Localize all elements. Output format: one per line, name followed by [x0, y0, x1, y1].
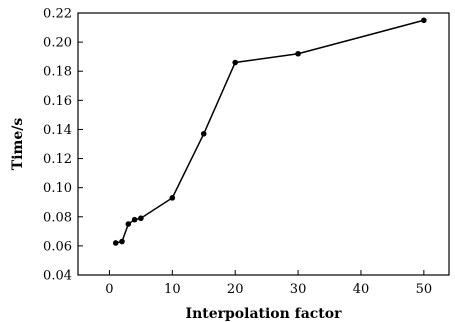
y-tick-label: 0.04: [43, 269, 72, 284]
y-tick-label: 0.18: [43, 65, 72, 80]
data-point: [232, 59, 239, 66]
data-point: [131, 216, 138, 223]
y-tick-label: 0.12: [43, 152, 72, 167]
data-point: [200, 131, 207, 137]
y-axis-title: Time/s: [10, 118, 26, 171]
data-point: [125, 221, 132, 227]
x-tick-label: 20: [227, 282, 244, 297]
data-point: [138, 215, 144, 222]
data-point: [119, 238, 125, 245]
data-point: [295, 50, 301, 57]
series-line: [115, 19, 425, 244]
axes: 0 10 20 30 40 50 0.04 0.06 0.08 0.10 0.12 0.14 0.16 0…: [43, 7, 450, 297]
data-point: [421, 17, 427, 24]
x-tick-label: 30: [290, 282, 307, 297]
y-tick-label: 0.10: [43, 181, 72, 196]
y-tick-label: 0.22: [43, 7, 72, 22]
x-tick-label: 10: [164, 282, 181, 297]
y-tick-label: 0.16: [43, 94, 72, 109]
data-point: [169, 195, 176, 201]
y-tick-label: 0.06: [43, 239, 72, 254]
plot-frame: [77, 12, 450, 276]
x-tick-label: 0: [105, 282, 113, 297]
series-group: [112, 17, 427, 246]
data-point: [112, 240, 119, 246]
x-tick-label: 50: [416, 282, 433, 297]
x-tick-label: 40: [353, 282, 370, 297]
y-tick-label: 0.14: [43, 123, 72, 138]
y-tick-label: 0.08: [43, 210, 72, 225]
y-tick-label: 0.20: [43, 36, 72, 51]
x-axis-title: Interpolation factor: [186, 306, 343, 322]
